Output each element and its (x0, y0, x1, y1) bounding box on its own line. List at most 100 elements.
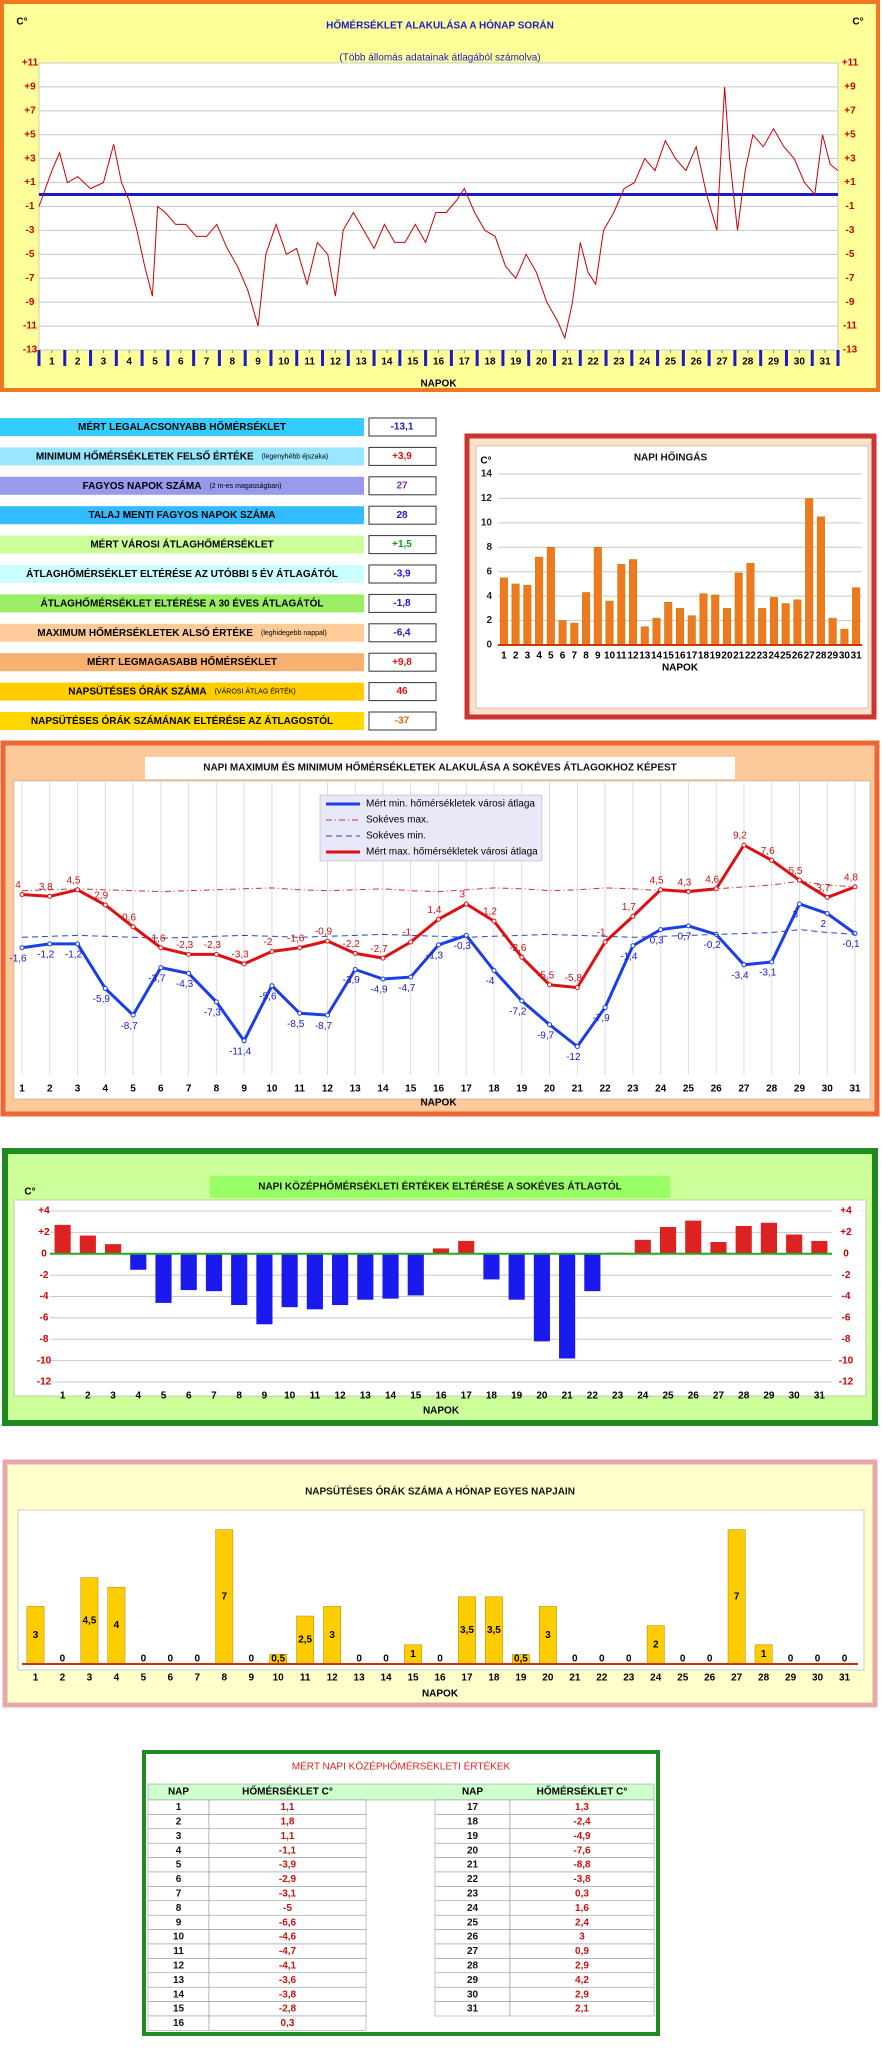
data-label: 3 (459, 890, 465, 901)
bar (735, 1225, 752, 1254)
data-label: 4,8 (844, 873, 858, 884)
point (47, 941, 53, 947)
data-label: 3 (33, 1630, 39, 1641)
x-tick-label: 30 (822, 1084, 834, 1095)
stat-label-text: MÉRT LEGALACSONYABB HŐMÉRSÉKLET (78, 420, 286, 433)
data-label: -1,3 (426, 950, 444, 961)
point (269, 983, 275, 989)
x-tick-label: 24 (639, 357, 651, 368)
bar (734, 572, 743, 646)
bar (760, 1222, 778, 1254)
point (102, 986, 108, 992)
data-label: -8,5 (287, 1019, 305, 1030)
point (436, 942, 441, 948)
x-tick-label: 30 (789, 1391, 801, 1402)
data-label: 5,5 (789, 866, 803, 877)
table-cell-text: 29 (467, 1975, 479, 1986)
x-tick-label: 8 (230, 357, 236, 368)
x-tick-label: 15 (407, 1673, 419, 1684)
x-tick-label: 29 (827, 651, 839, 662)
stat-value: +1,5 (392, 539, 412, 550)
bar (584, 1253, 601, 1292)
stat-note: (2 m-es magasságban) (209, 483, 281, 490)
bar (664, 602, 673, 646)
point (158, 965, 164, 971)
table-cell-text: -4,6 (279, 1932, 297, 1943)
table-cell-text: 1,6 (575, 1903, 589, 1914)
point (408, 974, 414, 980)
stat-value: 27 (396, 480, 408, 491)
x-tick-label: 11 (304, 357, 315, 368)
point (352, 950, 358, 956)
point (158, 945, 164, 951)
y-tick-label: +11 (842, 58, 859, 69)
x-tick-label: 22 (596, 1673, 608, 1684)
x-tick-label: 3 (525, 651, 531, 662)
data-label: 0 (60, 1654, 66, 1665)
data-label: -1,2 (65, 950, 83, 961)
point (713, 886, 719, 892)
table-cell-text: 28 (467, 1961, 479, 1972)
bar (130, 1253, 147, 1270)
data-label: -2 (263, 937, 272, 948)
point (102, 902, 108, 908)
point (47, 893, 53, 899)
point (658, 887, 664, 893)
x-tick-label: 18 (484, 357, 496, 368)
x-tick-label: 20 (544, 1084, 556, 1095)
x-tick-label: 25 (780, 651, 792, 662)
point (213, 951, 219, 957)
x-tick-label: 26 (711, 1084, 723, 1095)
table-cell-text: 26 (467, 1932, 479, 1943)
y-tick-label: -12 (839, 1377, 854, 1388)
stat-value-cell (368, 682, 437, 702)
data-label: -9,7 (537, 1030, 555, 1041)
x-tick-label: 17 (461, 1084, 473, 1095)
data-label: 0 (680, 1654, 686, 1665)
x-tick-label: 8 (221, 1673, 227, 1684)
x-tick-label: 25 (662, 1391, 674, 1402)
x-tick-label: 22 (600, 1084, 612, 1095)
bar (675, 608, 685, 646)
x-tick-label: 21 (562, 357, 574, 368)
table-cell-text: 11 (173, 1946, 184, 1957)
x-tick-label: 28 (742, 357, 754, 368)
stat-label: MÉRT VÁROSI ÁTLAGHŐMÉRSÉKLET (90, 537, 273, 550)
x-tick-label: 17 (461, 1391, 473, 1402)
bar (593, 547, 602, 646)
table-cell-text: 10 (173, 1932, 185, 1943)
stat-label-cell (0, 535, 364, 554)
x-tick-label: 11 (310, 1391, 321, 1402)
x-tick-label: 15 (407, 357, 419, 368)
stat-label: MÉRT LEGMAGASABB HŐMÉRSÉKLET (87, 655, 277, 668)
x-tick-label: 31 (849, 1084, 861, 1095)
x-tick-label: 5 (161, 1391, 167, 1402)
x-tick-label: 25 (677, 1673, 689, 1684)
x-tick-label: 7 (204, 357, 210, 368)
bar (840, 628, 849, 646)
y-unit: C° (16, 17, 27, 28)
table-cell-text: -3,9 (279, 1860, 297, 1871)
table-cell-text: 2,1 (575, 2004, 589, 2015)
bar (652, 617, 661, 646)
point (491, 918, 497, 924)
x-tick-label: 10 (266, 1084, 278, 1095)
x-tick-label: 2 (60, 1673, 66, 1684)
data-label: 4 (114, 1620, 120, 1631)
stat-value-cell (368, 711, 437, 731)
x-tick-label: 4 (136, 1391, 142, 1402)
x-axis-label: NAPOK (420, 379, 457, 390)
data-label: -2,6 (509, 943, 527, 954)
bar (629, 559, 638, 646)
x-tick-label: 23 (757, 651, 769, 662)
x-tick-label: 6 (560, 651, 566, 662)
y-tick-label: -6 (40, 1313, 49, 1324)
x-tick-label: 9 (241, 1084, 247, 1095)
bar (816, 516, 825, 646)
bar (570, 622, 579, 646)
series-line (21, 929, 856, 939)
data-label: 0 (437, 1654, 443, 1665)
x-tick-label: 10 (604, 651, 616, 662)
stat-label-text: MINIMUM HŐMÉRSÉKLETEK FELSŐ ÉRTÉKE (36, 449, 254, 462)
table-cell-text: 1,8 (281, 1817, 295, 1828)
